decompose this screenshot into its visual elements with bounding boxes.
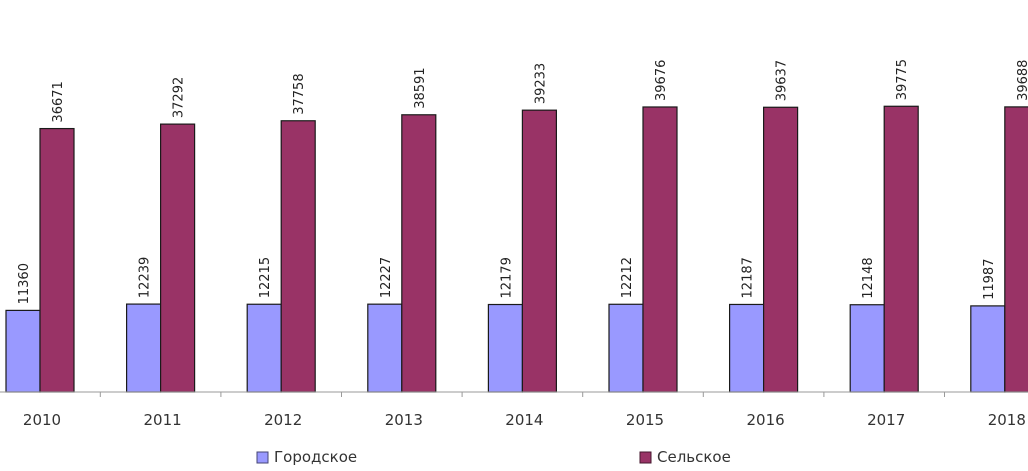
data-label-urban-2013: 12227 xyxy=(379,257,394,298)
data-label-rural-2016: 39637 xyxy=(775,60,790,101)
bar-rural-2015 xyxy=(642,106,678,393)
bar-rural-2012 xyxy=(280,120,316,393)
data-label-urban-2012: 12215 xyxy=(258,257,273,298)
bar-urban-2013 xyxy=(367,303,403,393)
data-label-urban-2010: 11360 xyxy=(17,263,32,304)
bar-rural-2011 xyxy=(160,123,196,393)
data-labels-group: 11360 36671 12239 37292 12215 37758 12227 38591… xyxy=(17,59,1028,304)
legend: Городское Сельское xyxy=(256,448,731,466)
bar-urban-2017 xyxy=(849,304,885,393)
bar-rural-2013 xyxy=(401,114,437,393)
data-label-urban-2017: 12148 xyxy=(861,257,876,298)
x-tick-label-2017: 2017 xyxy=(867,411,905,429)
data-label-urban-2014: 12179 xyxy=(499,257,514,298)
x-tick-label-2011: 2011 xyxy=(144,411,182,429)
data-label-urban-2015: 12212 xyxy=(620,257,635,298)
legend-label-urban: Городское xyxy=(274,448,357,466)
bars-group xyxy=(5,105,1028,393)
bar-rural-2017 xyxy=(883,105,919,393)
x-tick-label-2013: 2013 xyxy=(385,411,423,429)
data-label-rural-2011: 37292 xyxy=(172,77,187,118)
bar-rural-2010 xyxy=(39,127,75,393)
data-label-rural-2012: 37758 xyxy=(292,73,307,114)
legend-label-rural: Сельское xyxy=(657,448,731,466)
data-label-rural-2014: 39233 xyxy=(533,63,548,104)
bar-rural-2018 xyxy=(1004,106,1028,393)
bar-urban-2015 xyxy=(608,303,644,393)
data-label-rural-2013: 38591 xyxy=(413,67,428,108)
x-tick-label-2018: 2018 xyxy=(988,411,1026,429)
legend-swatch-urban xyxy=(256,451,269,464)
bar-rural-2014 xyxy=(521,109,558,393)
x-axis: 2010 2011 2012 2013 2014 2015 2016 2017 2018 xyxy=(0,391,1028,429)
bar-urban-2014 xyxy=(487,303,523,393)
data-label-urban-2011: 12239 xyxy=(138,257,153,298)
x-tick-label-2015: 2015 xyxy=(626,411,664,429)
bar-urban-2012 xyxy=(246,303,282,393)
bar-urban-2018 xyxy=(970,305,1006,393)
data-label-rural-2010: 36671 xyxy=(51,81,66,122)
data-label-urban-2018: 11987 xyxy=(982,259,997,300)
legend-swatch-rural xyxy=(639,451,652,464)
bar-rural-2016 xyxy=(762,106,799,393)
data-label-urban-2016: 12187 xyxy=(741,257,756,298)
x-tick-label-2010: 2010 xyxy=(23,411,61,429)
data-label-rural-2018: 39688 xyxy=(1016,60,1028,101)
x-tick-label-2016: 2016 xyxy=(747,411,785,429)
x-tick-label-2012: 2012 xyxy=(264,411,302,429)
bar-urban-2016 xyxy=(728,303,765,393)
data-label-rural-2015: 39676 xyxy=(654,60,669,101)
x-tick-label-2014: 2014 xyxy=(505,411,543,429)
bar-urban-2010 xyxy=(5,309,41,393)
data-label-rural-2017: 39775 xyxy=(895,59,910,100)
bar-urban-2011 xyxy=(125,303,162,393)
